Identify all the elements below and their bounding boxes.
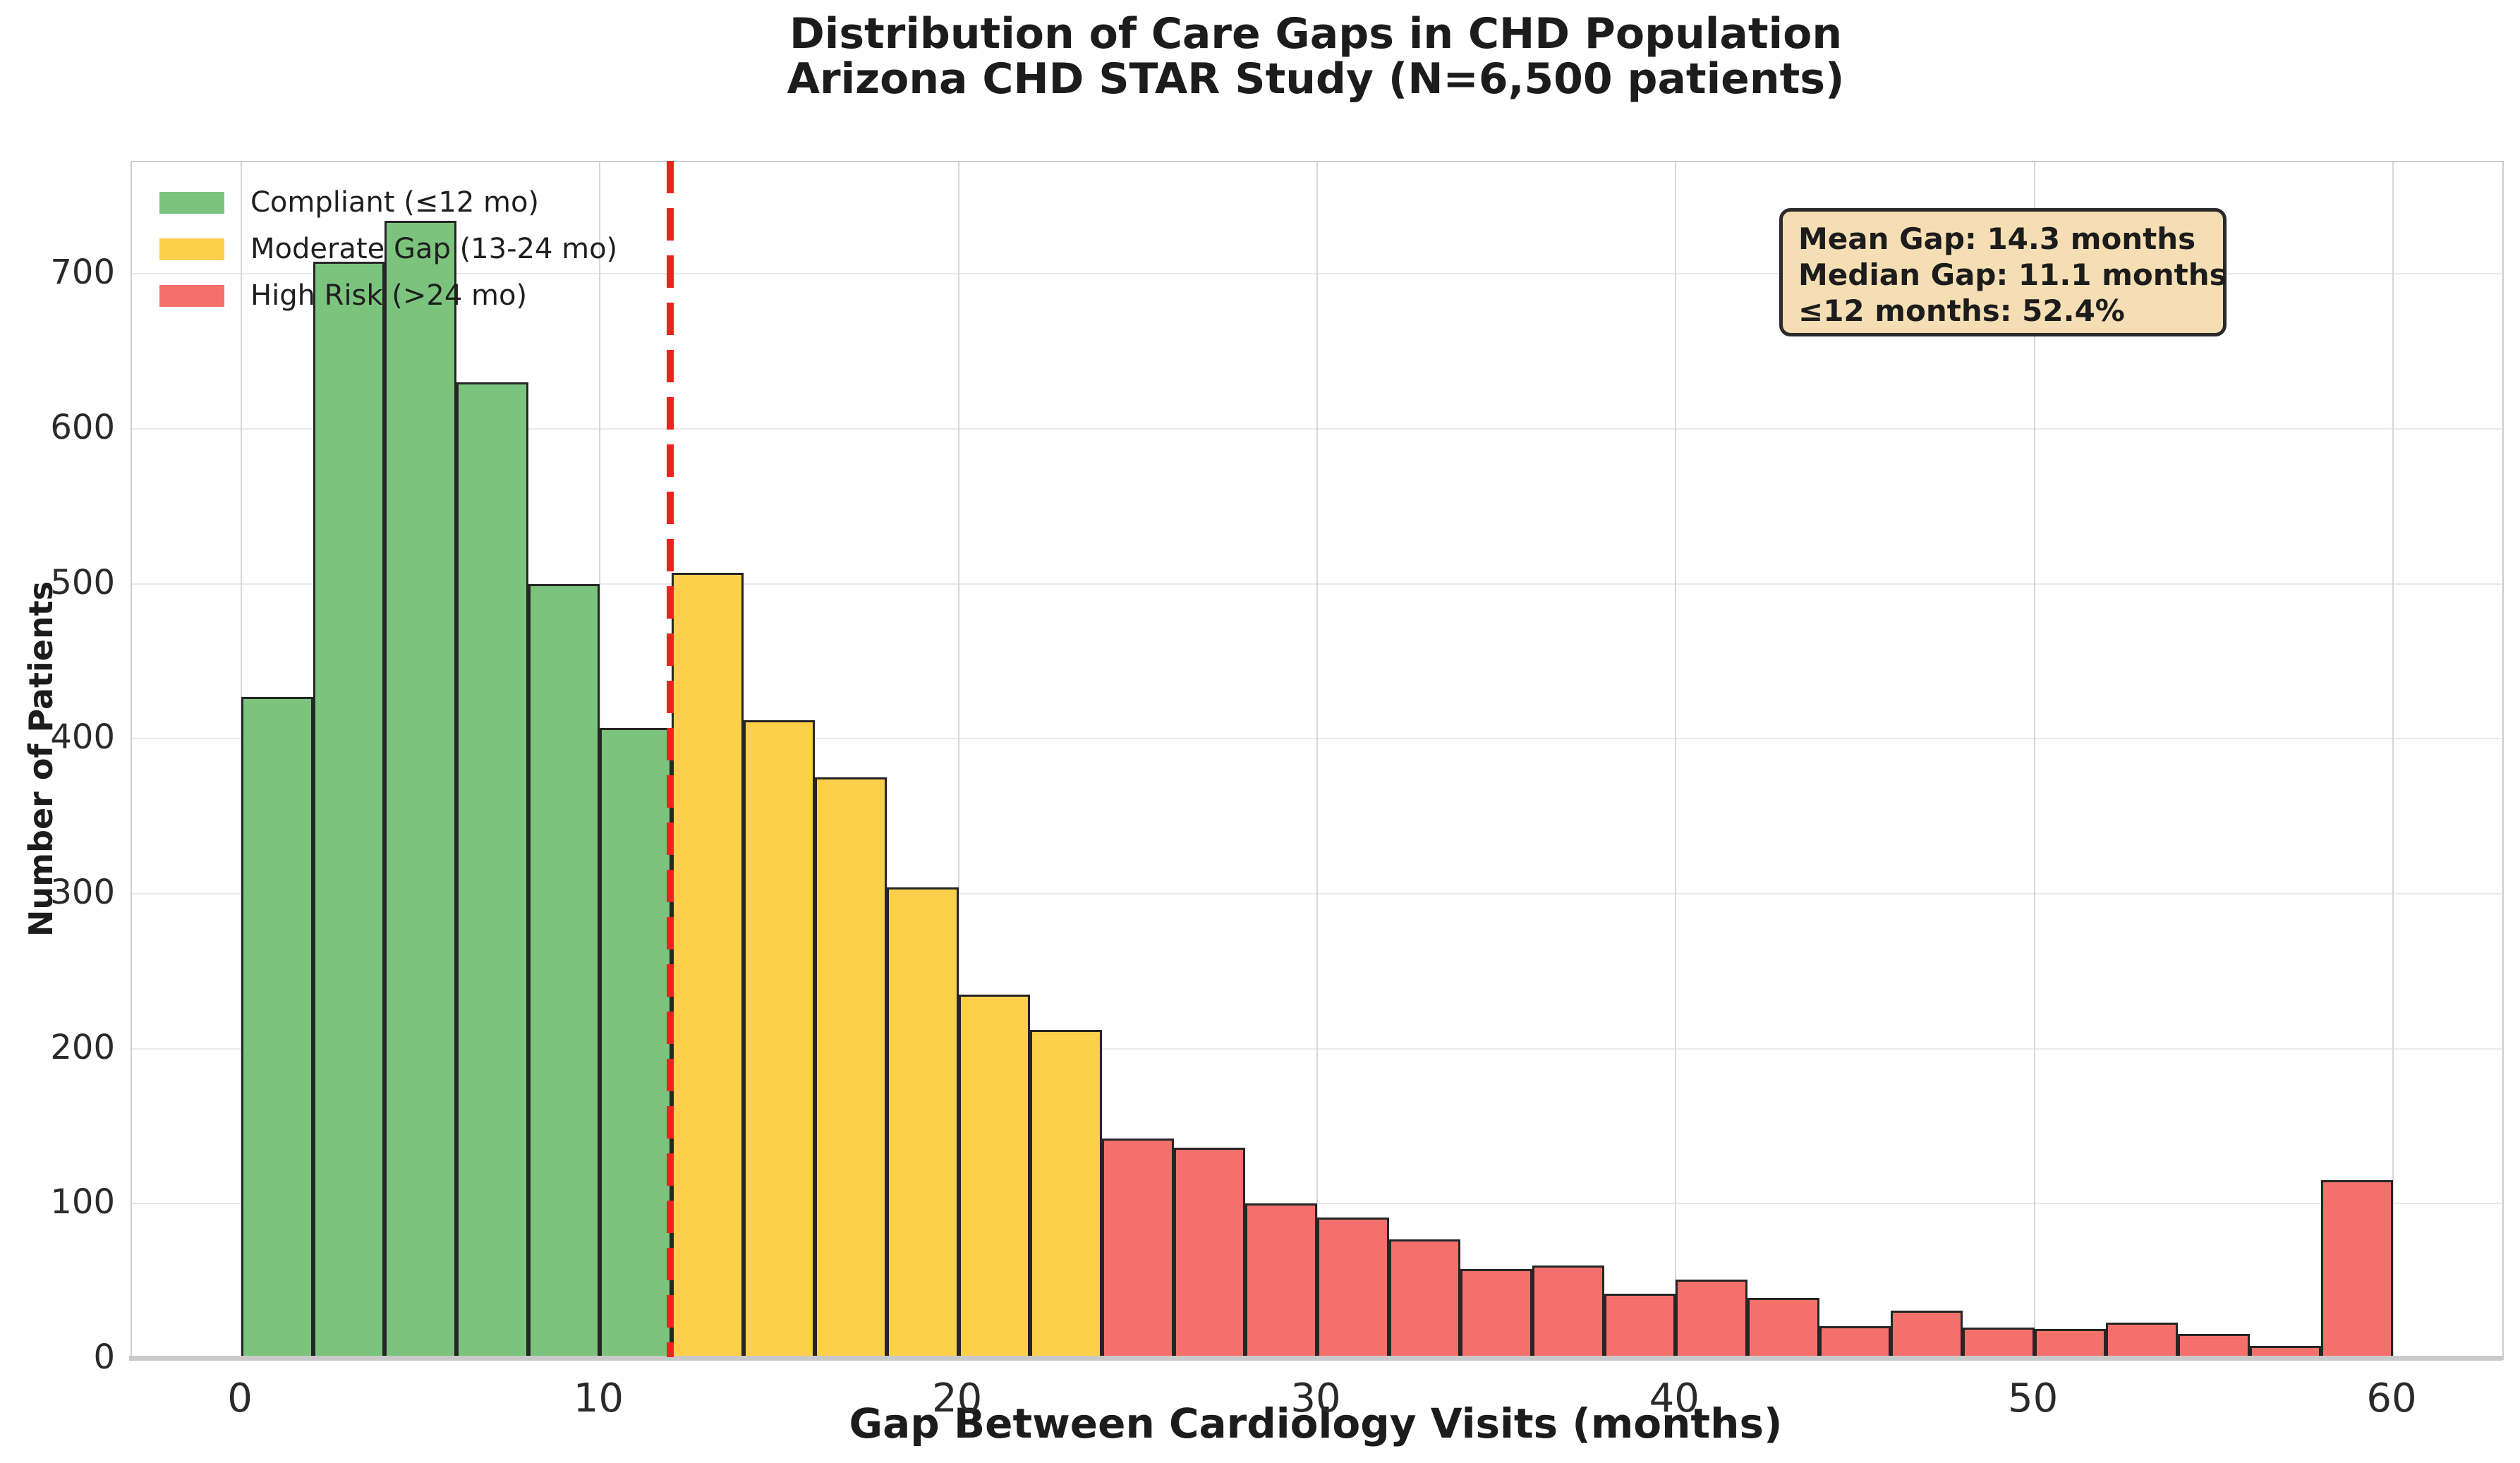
histogram-bar-38-40 [1604,1293,1676,1359]
x-tick-label-30: 30 [1290,1376,1341,1421]
chart-title-line1: Distribution of Care Gaps in CHD Populat… [789,9,1843,59]
legend-item-high-risk: High Risk (>24 mo) [159,279,617,312]
histogram-bar-26-28 [1173,1148,1246,1359]
x-gridline-60 [2392,162,2394,1359]
histogram-bar-42-44 [1747,1298,1819,1359]
legend-label-compliant: Compliant (≤12 mo) [250,186,540,219]
x-gridline-20 [957,162,959,1359]
histogram-bar-18-20 [887,887,959,1359]
x-gridline-30 [1316,162,1318,1359]
histogram-bar-2-4 [313,261,385,1359]
histogram-bar-48-50 [1962,1328,2035,1359]
chart-title-line2: Arizona CHD STAR Study (N=6,500 patients… [787,54,1845,104]
histogram-bar-10-12 [600,727,672,1359]
histogram-bar-4-6 [384,221,457,1359]
histogram-bar-12-14 [672,573,744,1359]
histogram-bar-54-56 [2177,1333,2250,1359]
histogram-bar-34-36 [1460,1268,1532,1359]
x-tick-label-10: 10 [573,1376,624,1421]
legend-swatch-high-risk [159,285,224,307]
x-axis-line [129,1356,2502,1361]
stats-mean-gap: Mean Gap: 14.3 months [1798,221,2196,256]
y-tick-label-100: 100 [50,1182,115,1222]
stats-pct-compliant: ≤12 months: 52.4% [1798,293,2125,328]
x-tick-label-20: 20 [932,1376,983,1421]
y-tick-label-600: 600 [50,407,115,447]
y-tick-label-400: 400 [50,717,115,758]
legend-item-compliant: Compliant (≤12 mo) [159,186,617,219]
histogram-bar-40-42 [1676,1279,1747,1359]
x-tick-label-0: 0 [227,1376,253,1421]
histogram-bar-24-26 [1102,1139,1174,1359]
x-tick-label-60: 60 [2366,1376,2417,1421]
histogram-bar-20-22 [958,994,1031,1359]
y-tick-label-200: 200 [50,1027,115,1067]
x-gridline-50 [2033,162,2035,1359]
histogram-bar-46-48 [1891,1310,1963,1359]
x-tick-label-50: 50 [2008,1376,2059,1421]
legend-label-high-risk: High Risk (>24 mo) [250,279,528,312]
histogram-bar-0-2 [241,696,313,1359]
histogram-bar-50-52 [2034,1329,2107,1359]
histogram-bar-22-24 [1030,1030,1102,1359]
histogram-bar-16-18 [815,777,887,1359]
plot-area [131,161,2504,1360]
legend-item-moderate: Moderate Gap (13-24 mo) [159,233,618,265]
histogram-bar-36-38 [1532,1265,1604,1359]
threshold-line-12-months [667,161,674,1357]
stats-annotation-box: Mean Gap: 14.3 months Median Gap: 11.1 m… [1779,208,2227,336]
histogram-bar-8-10 [528,583,600,1359]
histogram-bar-30-32 [1317,1218,1389,1359]
legend-swatch-compliant [159,192,224,214]
y-tick-label-700: 700 [50,253,115,293]
histogram-bar-58-60 [2321,1180,2393,1359]
histogram-bar-52-54 [2106,1323,2178,1359]
x-gridline-40 [1675,162,1677,1359]
y-tick-label-500: 500 [50,562,115,602]
stats-median-gap: Median Gap: 11.1 months [1798,257,2227,292]
legend-swatch-moderate [159,238,224,260]
y-tick-label-0: 0 [93,1337,115,1377]
histogram-bar-32-34 [1388,1239,1461,1359]
x-tick-label-40: 40 [1649,1376,1700,1421]
legend-label-moderate: Moderate Gap (13-24 mo) [250,233,618,265]
histogram-bar-44-46 [1819,1325,1891,1359]
legend: Compliant (≤12 mo) Moderate Gap (13-24 m… [159,186,618,332]
histogram-bar-6-8 [456,382,528,1359]
x-axis-label: Gap Between Cardiology Visits (months) [849,1400,1783,1447]
histogram-bar-28-30 [1245,1203,1317,1359]
y-tick-label-300: 300 [50,872,115,912]
histogram-bar-14-16 [743,720,816,1359]
